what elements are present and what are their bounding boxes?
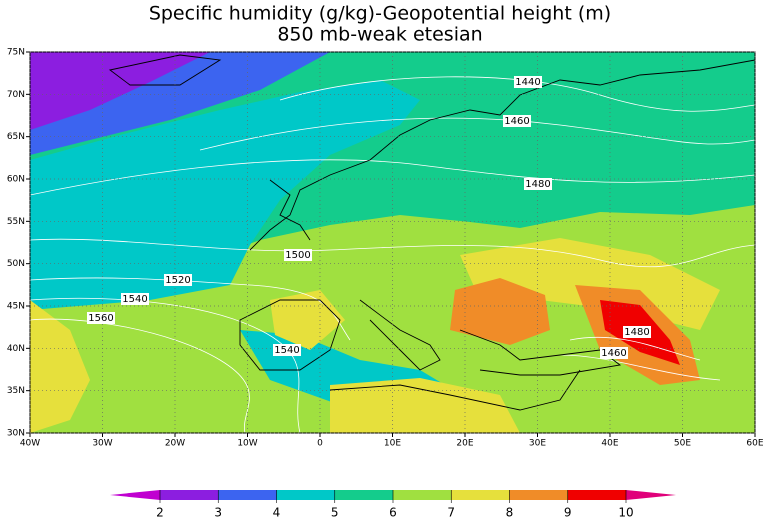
y-tick-label: 75N [7,48,25,58]
y-tick-label: 35N [7,386,25,396]
contour-label: 1440 [515,77,540,88]
colorbar-label: 10 [618,506,633,520]
y-tick-label: 55N [7,217,25,227]
x-tick-label: 30E [529,439,546,449]
contour-label: 1480 [624,327,649,338]
colorbar-label: 5 [331,506,339,520]
contour-label-box [121,293,149,305]
x-tick-label: 10E [384,439,401,449]
colorbar-bin [276,490,335,500]
colorbar-label: 3 [214,506,222,520]
contour-label-box [273,344,301,356]
x-tick-label: 60E [746,439,763,449]
chart-title: Specific humidity (g/kg)-Geopotential he… [149,3,611,25]
contour-label-box [87,312,115,324]
colorbar-label: 7 [447,506,455,520]
x-tick-label: 10W [237,439,257,449]
y-tick-label: 50N [7,259,25,269]
x-tick-label: 20W [165,439,185,449]
contour-label-box [514,76,542,88]
y-tick-label: 65N [7,132,25,142]
colorbar-bin [218,490,277,500]
contour-label-box [623,326,651,338]
y-tick-label: 40N [7,344,25,354]
x-tick-label: 40W [20,439,40,449]
contour-label: 1560 [88,313,113,324]
contour-label: 1540 [122,294,147,305]
contour-label-box [524,178,552,190]
contour-label-box [284,249,312,261]
x-tick-label: 30W [92,439,112,449]
x-tick-label: 0 [317,439,323,449]
colorbar-end [110,490,160,500]
colorbar-label: 9 [564,506,572,520]
colorbar-label: 4 [273,506,281,520]
colorbar-label: 8 [506,506,514,520]
x-tick-label: 40E [601,439,618,449]
height-contours [30,76,755,433]
colorbar-label: 6 [389,506,397,520]
contour-label-box [164,274,192,286]
x-tick-label: 50E [674,439,691,449]
y-tick-label: 45N [7,302,25,312]
y-tick-label: 30N [7,429,25,439]
contour-label-box [600,347,628,359]
contour-label-box [503,115,531,127]
contour-label: 1500 [285,250,310,261]
colorbar-label: 2 [156,506,164,520]
y-tick-label: 70N [7,90,25,100]
contour-label: 1480 [525,179,550,190]
contour-label: 1460 [504,116,529,127]
x-tick-label: 20E [456,439,473,449]
y-tick-label: 60N [7,175,25,185]
contour-label: 1540 [274,345,299,356]
colorbar-bin [393,490,452,500]
colorbar-end [626,490,676,500]
contour-label: 1520 [165,275,190,286]
colorbar-bin [567,490,626,500]
contour-label: 1460 [601,348,626,359]
colorbar-bin [160,490,219,500]
colorbar-bin [509,490,568,500]
chart-subtitle: 850 mb-weak etesian [277,24,482,46]
colorbar-bin [451,490,510,500]
colorbar-bin [334,490,393,500]
